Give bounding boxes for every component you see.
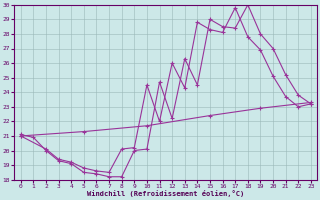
X-axis label: Windchill (Refroidissement éolien,°C): Windchill (Refroidissement éolien,°C): [87, 190, 244, 197]
